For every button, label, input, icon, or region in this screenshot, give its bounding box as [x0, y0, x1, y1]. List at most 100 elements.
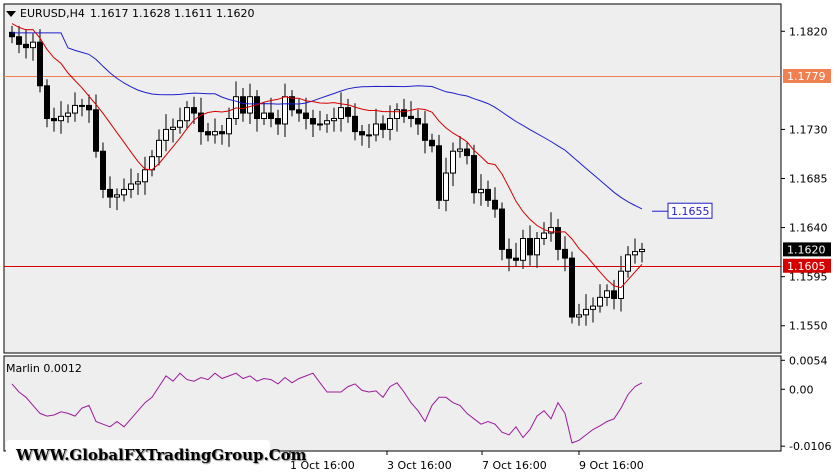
- candle: [135, 173, 141, 195]
- candle: [261, 102, 267, 126]
- candle: [408, 101, 414, 128]
- candle: [422, 110, 428, 154]
- candle: [415, 109, 421, 135]
- ma-slow-line: [12, 32, 643, 210]
- candle: [58, 101, 64, 134]
- candle: [44, 79, 50, 128]
- candle: [331, 107, 337, 132]
- candle: [107, 176, 113, 208]
- candle: [114, 188, 120, 211]
- time-axis: 1 Oct 16:00 3 Oct 16:00 7 Oct 16:00 9 Oct 1…: [289, 451, 644, 472]
- candle: [296, 98, 302, 122]
- candle: [121, 178, 127, 202]
- current-price-label: 1.1620: [787, 243, 826, 256]
- candle: [156, 129, 162, 166]
- candle: [219, 125, 225, 145]
- candle: [324, 114, 330, 133]
- candle: [499, 202, 505, 261]
- candle: [310, 109, 316, 138]
- level-price-box: [783, 68, 831, 83]
- candle: [268, 97, 274, 128]
- candle: [72, 92, 78, 122]
- candle: [345, 98, 351, 123]
- candle: [443, 157, 449, 212]
- candle: [23, 29, 29, 59]
- candle: [611, 279, 617, 310]
- candle: [548, 212, 554, 242]
- price-tick-label: 1.1685: [789, 173, 828, 186]
- candle: [212, 118, 218, 144]
- candle: [429, 133, 435, 153]
- candle: [338, 92, 344, 132]
- candle: [30, 33, 36, 61]
- candle: [184, 101, 190, 130]
- level-price-box: [783, 258, 831, 273]
- price-tick-label: 1.1730: [789, 123, 828, 136]
- candle: [37, 29, 43, 93]
- candles: [9, 25, 645, 326]
- candle: [506, 238, 512, 272]
- candle: [205, 122, 211, 142]
- candle: [51, 107, 57, 132]
- time-tick-label: 1 Oct 16:00: [290, 459, 355, 472]
- candle: [9, 25, 15, 44]
- ma-value-label: 1.1655: [671, 205, 710, 218]
- candle: [534, 231, 540, 268]
- candle: [639, 242, 645, 263]
- candle: [471, 144, 477, 204]
- candle: [401, 98, 407, 123]
- price-tick-label: 1.1550: [789, 320, 828, 333]
- level-price-label: 1.1779: [787, 70, 826, 83]
- candle: [569, 251, 575, 324]
- candle: [394, 103, 400, 132]
- marlin-line: [11, 372, 643, 444]
- watermark: WWW.GlobalFXTradingGroup.Com: [6, 440, 307, 470]
- candle: [464, 142, 470, 165]
- candle: [65, 104, 71, 123]
- candle: [240, 87, 246, 122]
- candle: [373, 108, 379, 142]
- candle: [163, 114, 169, 152]
- candle: [457, 135, 463, 158]
- candle: [632, 238, 638, 264]
- candle: [170, 118, 176, 143]
- price-tick-label: 1.1640: [789, 222, 828, 235]
- candle: [16, 25, 22, 54]
- price-tick-label: 1.1820: [789, 25, 828, 38]
- time-tick-label: 9 Oct 16:00: [579, 459, 644, 472]
- price-panel[interactable]: [3, 3, 782, 354]
- candle: [142, 156, 148, 195]
- candle: [359, 125, 365, 146]
- horizontal-levels[interactable]: [4, 76, 781, 267]
- candle: [562, 236, 568, 272]
- candle: [86, 94, 92, 123]
- candle: [597, 284, 603, 313]
- candle: [254, 90, 260, 132]
- menu-triangle-icon[interactable]: [6, 11, 16, 17]
- osc-tick-label: -0.0106: [789, 440, 831, 453]
- candle: [366, 123, 372, 148]
- candle: [583, 294, 589, 326]
- symbol-timeframe: EURUSD,H4: [20, 7, 85, 20]
- candle: [226, 107, 232, 147]
- candle: [555, 218, 561, 261]
- candle: [317, 110, 323, 131]
- candle: [520, 229, 526, 270]
- candle: [198, 97, 204, 145]
- level-price-label: 1.1605: [787, 260, 826, 273]
- candle: [485, 180, 491, 207]
- ohlc-values: 1.1617 1.1628 1.1611 1.1620: [90, 7, 254, 20]
- price-tick-label: 1.1595: [789, 271, 828, 284]
- candle: [128, 168, 134, 199]
- oscillator-panel[interactable]: [3, 355, 782, 452]
- candle: [79, 98, 85, 117]
- candle: [513, 242, 519, 267]
- candle: [625, 246, 631, 278]
- osc-tick-label: 0.0054: [789, 354, 828, 367]
- candle: [492, 187, 498, 218]
- candle: [100, 142, 106, 199]
- indicator-label: Marlin 0.0012: [6, 362, 82, 375]
- price-axis: 1.1820 1.1730 1.1685 1.1640 1.1595 1.1550: [781, 25, 828, 333]
- candle: [352, 103, 358, 141]
